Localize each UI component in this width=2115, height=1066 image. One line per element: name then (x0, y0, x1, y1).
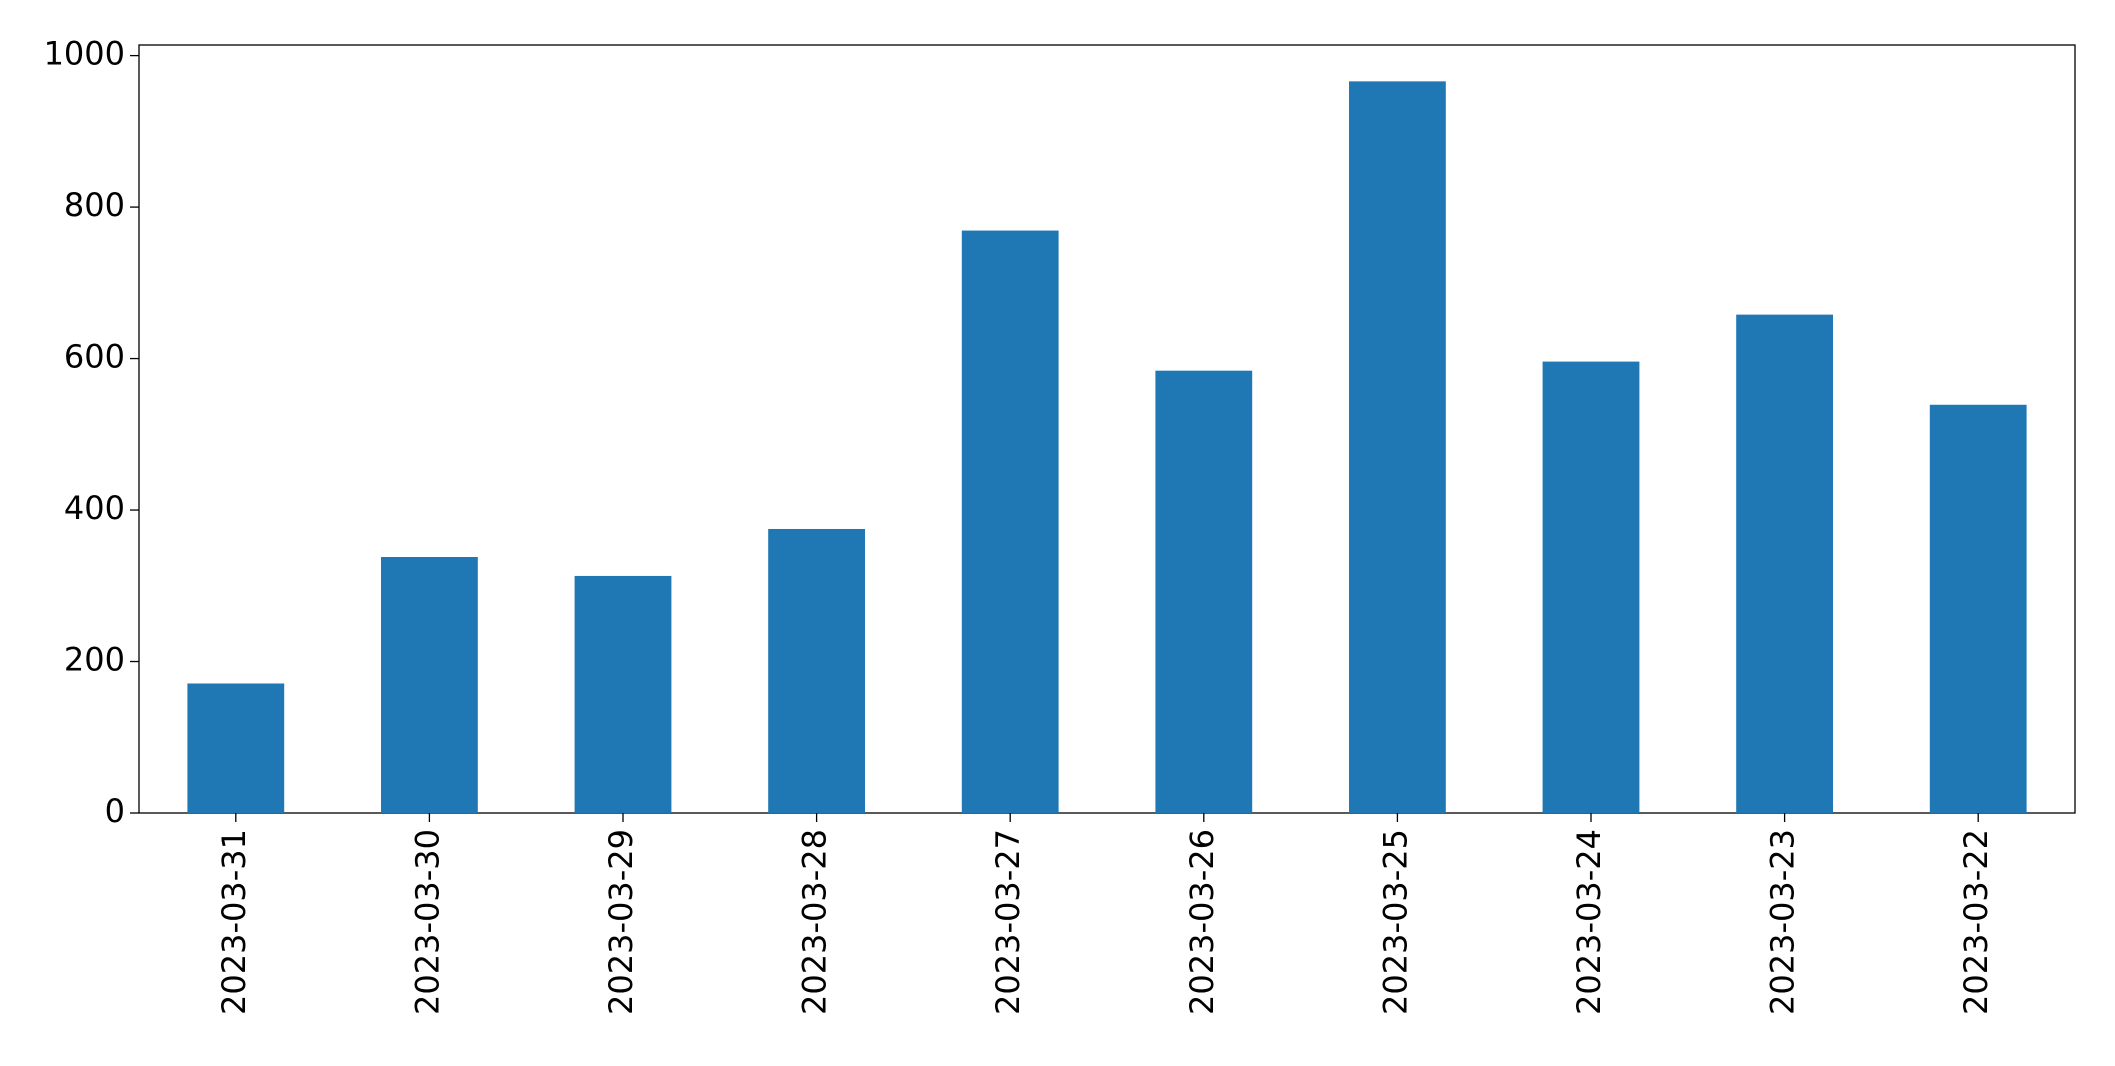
bar (1736, 314, 1833, 813)
bar (574, 575, 672, 813)
plot-frame (138, 44, 2076, 814)
y-tick-label: 200 (64, 641, 125, 679)
y-tick-label: 800 (64, 186, 125, 224)
y-tick-label: 600 (64, 338, 125, 376)
y-tick-label: 0 (105, 792, 125, 830)
y-tick-label: 1000 (44, 35, 125, 73)
x-tick-label: 2023-03-30 (408, 829, 446, 1015)
x-tick-label: 2023-03-25 (1376, 829, 1414, 1015)
x-tick-label: 2023-03-22 (1957, 829, 1995, 1015)
x-tick-label: 2023-03-28 (796, 829, 834, 1015)
x-tick-label: 2023-03-27 (989, 829, 1027, 1015)
y-tick-label: 400 (64, 489, 125, 527)
bar (187, 683, 285, 813)
bar (768, 528, 865, 813)
bar (1155, 370, 1253, 813)
x-tick-label: 2023-03-29 (602, 829, 640, 1015)
x-tick-label: 2023-03-26 (1183, 829, 1221, 1015)
bar (1929, 404, 2027, 813)
bar (1542, 361, 1640, 813)
bar (1349, 81, 1446, 813)
bar (381, 557, 478, 813)
bar (961, 230, 1059, 813)
x-tick-label: 2023-03-23 (1764, 829, 1802, 1015)
x-tick-label: 2023-03-24 (1570, 829, 1608, 1015)
x-tick-label: 2023-03-31 (215, 829, 253, 1015)
